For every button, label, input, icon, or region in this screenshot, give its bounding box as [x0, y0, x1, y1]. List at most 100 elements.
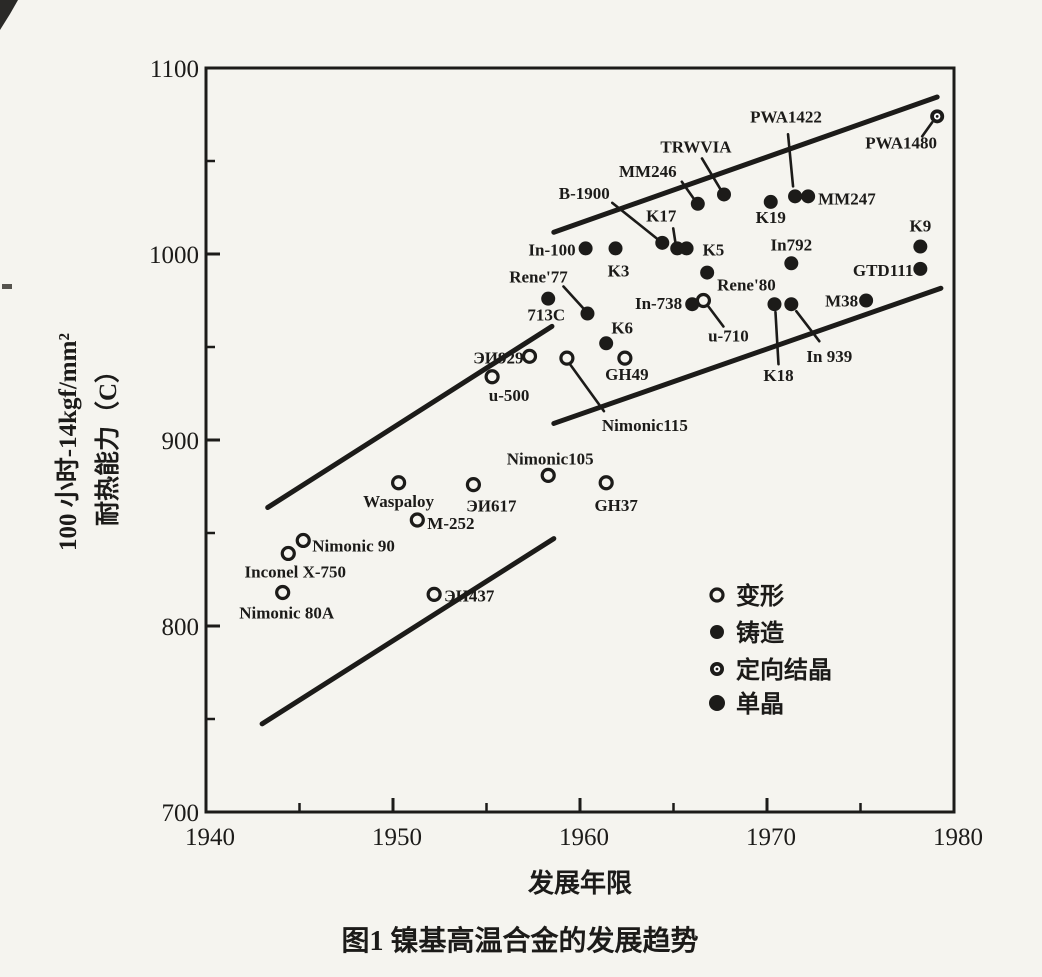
trend-line-wrought-band-upper	[265, 323, 555, 511]
leader-b-1900	[610, 201, 659, 241]
data-point-k6	[599, 336, 614, 351]
point-label-gtd111: GTD111	[853, 261, 913, 280]
point-label-nimonic105: Nimonic105	[507, 449, 594, 468]
data-point-gh37	[598, 475, 614, 491]
point-label-nimonic-80a: Nimonic 80A	[239, 604, 335, 623]
data-point-k19	[763, 194, 778, 209]
data-point-nimonic115	[559, 350, 575, 366]
point-label-in-939: In 939	[806, 347, 852, 366]
leader-pwa1480	[920, 121, 934, 138]
point-label-gh49: GH49	[605, 365, 648, 384]
x-tick-label-1950: 1950	[372, 824, 422, 851]
data-point-pwa1422	[788, 189, 803, 204]
legend-item-wrought: 变形	[709, 582, 784, 610]
y-tick-label-900: 900	[162, 428, 200, 455]
point-label-pwa1422: PWA1422	[750, 107, 822, 126]
point-label-b-1900: B-1900	[559, 184, 610, 203]
data-point-gtd111	[913, 261, 928, 276]
data-point-617	[465, 477, 482, 493]
point-label-k9: K9	[909, 217, 931, 236]
point-label-713c: 713C	[527, 306, 565, 325]
trend-lines	[259, 94, 944, 727]
y-tick-label-1100: 1100	[150, 56, 199, 83]
x-tick-label-1970: 1970	[746, 824, 796, 851]
point-label-k5: K5	[703, 240, 725, 259]
point-label-617: ЭИ617	[466, 497, 517, 516]
point-label-in792: In792	[771, 235, 813, 254]
point-labels: Nimonic 80A Inconel X-750 Nimonic 90 ЭИ437 W…	[239, 107, 937, 622]
data-point-rene-80	[700, 265, 715, 280]
plot-border	[204, 66, 956, 814]
point-label-nimonic115: Nimonic115	[602, 416, 688, 435]
y-axis-title-line1: 100 小时-14kgf/mm²	[54, 333, 82, 551]
point-label-929: ЭИ929	[473, 348, 523, 367]
data-point-b-1900	[655, 235, 670, 250]
point-label-waspaloy: Waspaloy	[363, 492, 434, 511]
data-point-nimonic-80a	[275, 584, 291, 601]
legend-item-ds: 定向结晶	[710, 656, 832, 684]
x-tick-label-1940: 1940	[185, 824, 235, 851]
data-point-rene-77	[580, 306, 595, 321]
leader-k17	[671, 227, 677, 243]
legend-label-ds: 定向结晶	[736, 656, 832, 684]
point-label-437: ЭИ437	[444, 586, 495, 605]
legend-label-wrought: 变形	[736, 582, 784, 610]
y-tick-label-800: 800	[162, 614, 200, 641]
data-point-k5	[679, 241, 694, 256]
data-point-in-939	[784, 297, 799, 312]
point-label-trwvia: TRWVIA	[660, 137, 732, 156]
data-point-929	[521, 348, 538, 364]
point-label-k3: K3	[608, 261, 630, 280]
trend-line-cast-band-lower	[551, 285, 944, 426]
leader-in-939	[795, 309, 821, 343]
point-label-in-738: In-738	[635, 294, 682, 313]
data-point-in-100	[578, 241, 593, 256]
y-tick-label-700: 700	[162, 800, 200, 827]
legend-label-sc: 单晶	[736, 691, 784, 718]
data-point-pwa1480	[930, 109, 945, 124]
data-point-in792	[784, 256, 799, 271]
legend-label-cast: 铸造	[736, 619, 784, 647]
point-label-gh37: GH37	[594, 496, 638, 515]
point-label-rene-77: Rene'77	[509, 268, 568, 287]
figure-caption: 图1 镍基高温合金的发展趋势	[341, 924, 698, 957]
leader-rene-77	[562, 285, 585, 310]
data-point-mm247	[801, 189, 816, 204]
point-label-mm247: MM247	[818, 189, 876, 208]
point-label-rene-80: Rene'80	[717, 276, 776, 295]
data-point-u-710	[695, 292, 712, 309]
axis-ticks: 1940 1950 1960 1970 1980 700 800 900 1000 1100	[149, 56, 983, 851]
scan-artifact-corner	[0, 0, 18, 30]
point-label-pwa1480: PWA1480	[865, 133, 937, 152]
point-label-u-710: u-710	[708, 327, 749, 346]
legend-item-cast: 铸造	[710, 619, 784, 647]
data-point-trwvia	[716, 187, 731, 202]
point-label-k18: K18	[763, 366, 793, 385]
data-point-gh49	[617, 350, 633, 366]
data-point-m38	[859, 293, 874, 308]
data-point-k18	[767, 297, 782, 312]
leader-k18	[774, 310, 780, 366]
point-label-inconel-x-750: Inconel X-750	[245, 562, 347, 581]
point-label-k19: K19	[756, 208, 786, 227]
trend-line-wrought-band-lower	[259, 536, 557, 727]
data-point-k9	[913, 239, 928, 254]
point-label-m-252: M-252	[427, 514, 474, 533]
legend-item-sc: 单晶	[709, 691, 784, 718]
data-point-in-738	[685, 297, 700, 312]
leader-pwa1422	[786, 133, 795, 188]
trend-line-cast-band-upper	[551, 94, 940, 235]
point-label-k6: K6	[611, 318, 633, 337]
scan-artifact-left-edge	[2, 284, 12, 289]
leader-trwvia	[700, 157, 722, 190]
leader-nimonic115	[568, 362, 606, 413]
point-label-u-500: u-500	[489, 386, 530, 405]
y-tick-label-1000: 1000	[149, 242, 199, 269]
x-axis-title: 发展年限	[527, 868, 632, 898]
data-point-k3	[608, 241, 623, 256]
x-tick-label-1980: 1980	[933, 824, 983, 851]
y-axis-title-line2: 耐热能力（C）	[93, 358, 122, 526]
